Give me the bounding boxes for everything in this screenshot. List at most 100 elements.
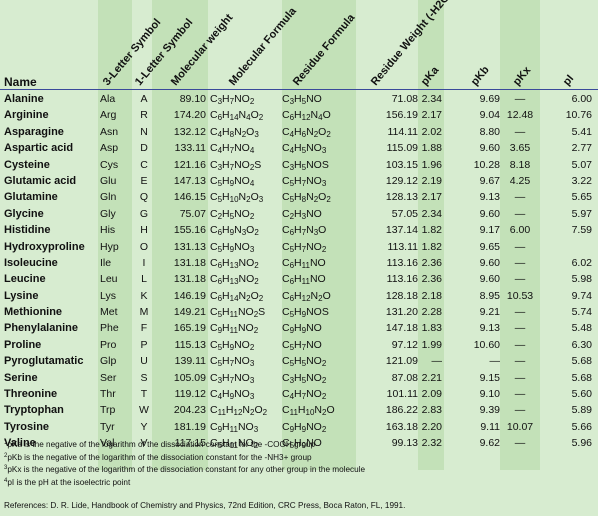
cell-molecular-formula: C5H9NO4	[210, 174, 255, 188]
cell-residue-formula: C5H7NO3	[282, 174, 327, 188]
cell-pi: 5.97	[571, 207, 592, 220]
footnote-text: pKa is the negative of the logarithm of …	[7, 440, 315, 449]
cell-molecular-weight: 139.11	[174, 355, 206, 368]
cell-3letter: Hyp	[100, 240, 119, 253]
footnote-text: pI is the pH at the isoelectric point	[7, 477, 131, 487]
cell-pka: 2.21	[421, 371, 442, 384]
cell-residue-formula: C4H6N2O2	[282, 125, 331, 139]
cell-3letter: Trp	[100, 404, 116, 417]
cell-residue-weight: 113.16	[386, 256, 418, 269]
cell-pka: 2.19	[421, 174, 442, 187]
cell-name: Glycine	[4, 207, 44, 220]
table-row: Tryptophan Trp W 204.23 C11H12N2O2 C11H10N2O 1…	[0, 402, 598, 418]
cell-3letter: Phe	[100, 322, 119, 335]
cell-pkx: —	[514, 191, 526, 204]
cell-residue-formula: C11H10N2O	[282, 404, 335, 418]
cell-pkx: —	[514, 93, 526, 105]
cell-name: Isoleucine	[4, 256, 58, 269]
cell-pkb: 9.04	[479, 109, 500, 122]
cell-pkb: 8.80	[479, 125, 500, 138]
cell-name: Cysteine	[4, 158, 50, 171]
cell-molecular-weight: 131.18	[173, 256, 206, 269]
cell-molecular-formula: C5H9NO3	[210, 240, 255, 254]
cell-pkx: —	[514, 256, 526, 269]
stripe-mw	[152, 0, 208, 470]
table-header: Name 3-Letter Symbol 1-Letter Symbol Mol…	[0, 0, 598, 90]
cell-3letter: Met	[100, 306, 118, 319]
table-row: Tyrosine Tyr Y 181.19 C9H11NO3 C9H9NO2 163.18 2…	[0, 419, 598, 435]
cell-pkx: —	[514, 371, 526, 384]
cell-name: Glutamine	[4, 191, 58, 204]
cell-pi: 5.60	[571, 388, 592, 401]
cell-molecular-formula: C6H9N3O2	[210, 224, 259, 238]
table-row: Lysine Lys K 146.19 C6H14N2O2 C6H12N2O 128.18 2…	[0, 288, 598, 304]
cell-pka: 2.18	[421, 289, 442, 302]
table-row: Glycine Gly G 75.07 C2H5NO2 C2H3NO 57.05 2.34 9.…	[0, 206, 598, 222]
table-row: Leucine Leu L 131.18 C6H13NO2 C6H11NO 113.16 2.…	[0, 271, 598, 287]
cell-residue-weight: 113.16	[386, 273, 418, 286]
cell-molecular-formula: C6H14N4O2	[210, 109, 264, 123]
table-row: Cysteine Cys C 121.16 C3H7NO2S C3H5NOS 103.15 1…	[0, 157, 598, 173]
cell-molecular-weight: 155.16	[173, 224, 206, 237]
cell-3letter: Asn	[100, 125, 119, 138]
cell-3letter: Ile	[100, 256, 112, 269]
cell-pka: 1.83	[421, 322, 442, 335]
cell-pkb: 9.39	[479, 404, 500, 417]
cell-molecular-formula: C5H11NO2S	[210, 306, 266, 320]
cell-pi: 5.89	[571, 404, 592, 417]
cell-residue-formula: C5H5NO2	[282, 355, 327, 369]
cell-1letter: L	[141, 273, 147, 286]
cell-pkb: —	[489, 355, 501, 368]
cell-pkb: 9.17	[479, 224, 500, 237]
cell-pi: 5.07	[571, 158, 592, 171]
table-row: Valine Val V 117.15 C5H11NO2 C5H9NO 99.13 2.32 9…	[0, 435, 598, 451]
cell-pkb: 9.69	[479, 93, 500, 105]
table-body: Alanine Ala A 89.10 C3H7NO2 C3H5NO 71.08 2.34 9.…	[0, 91, 598, 452]
cell-pkb: 9.11	[480, 420, 500, 433]
cell-pkb: 9.60	[479, 256, 500, 269]
cell-pka: 2.36	[421, 273, 442, 286]
table-row: Aspartic acid Asp D 133.11 C4H7NO4 C4H5NO3 115…	[0, 140, 598, 156]
cell-pkx: —	[514, 306, 526, 319]
footnote-text: pKb is the negative of the logarithm of …	[7, 452, 312, 462]
cell-molecular-formula: C2H5NO2	[210, 207, 255, 221]
cell-molecular-weight: 174.20	[173, 109, 206, 122]
cell-pi: 5.41	[571, 125, 592, 138]
cell-pkx: —	[514, 437, 526, 450]
cell-molecular-formula: C11H12N2O2	[210, 404, 268, 418]
footnote: 2pKb is the negative of the logarithm of…	[4, 452, 312, 462]
cell-residue-formula: C5H9NOS	[282, 306, 329, 320]
cell-pkx: 10.07	[506, 420, 534, 433]
cell-pka: 2.28	[421, 306, 442, 319]
cell-residue-weight: 87.08	[391, 371, 418, 384]
cell-pi: 6.00	[571, 93, 592, 105]
cell-residue-formula: C9H9NO	[282, 322, 322, 336]
cell-molecular-weight: 181.19	[173, 420, 206, 433]
cell-pi: 5.68	[571, 371, 592, 384]
cell-molecular-weight: 131.18	[173, 273, 206, 286]
cell-pkb: 10.28	[473, 158, 500, 171]
cell-molecular-weight: 117.15	[174, 437, 206, 450]
cell-pka: 1.96	[421, 158, 442, 171]
cell-1letter: K	[140, 289, 148, 302]
cell-3letter: Ser	[100, 371, 117, 384]
cell-molecular-formula: C5H7NO3	[210, 355, 255, 369]
cell-molecular-weight: 131.13	[173, 240, 206, 253]
table-row: Hydroxyproline Hyp O 131.13 C5H9NO3 C5H7NO2 11…	[0, 239, 598, 255]
cell-1letter: V	[140, 437, 148, 450]
cell-residue-formula: C3H5NO2	[282, 371, 327, 385]
header-pka: pKa	[418, 64, 442, 88]
cell-pkb: 9.15	[479, 371, 500, 384]
cell-molecular-formula: C5H9NO2	[210, 338, 255, 352]
cell-pkx: —	[514, 338, 526, 351]
cell-name: Pyroglutamatic	[4, 355, 84, 368]
cell-molecular-weight: 165.19	[173, 322, 206, 335]
cell-pka: —	[431, 355, 443, 368]
references: References: D. R. Lide, Handbook of Chem…	[4, 501, 406, 510]
cell-residue-weight: 131.20	[385, 306, 418, 319]
cell-residue-weight: 137.14	[385, 224, 418, 237]
cell-pi: 5.48	[571, 322, 592, 335]
cell-1letter: E	[140, 174, 148, 187]
stripe-3letter	[98, 0, 132, 470]
cell-pkx: 8.18	[509, 158, 531, 171]
